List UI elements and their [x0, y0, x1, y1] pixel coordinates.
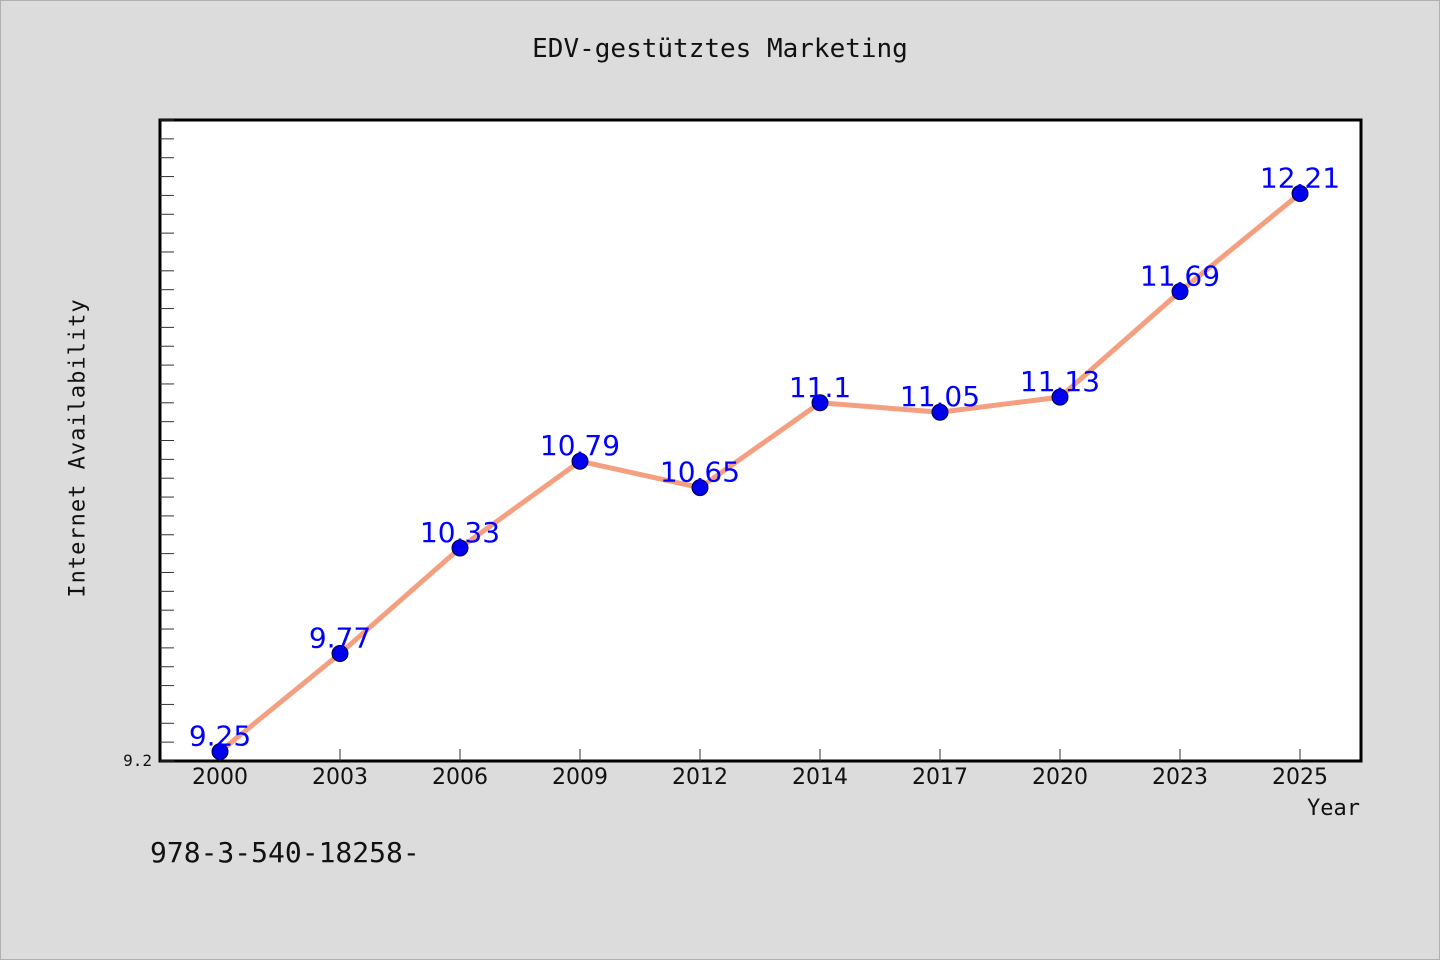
data-point: [1291, 185, 1309, 203]
data-label: 9.25: [189, 720, 251, 753]
data-label: 11.1: [789, 371, 851, 404]
data-label: 10.33: [420, 516, 500, 549]
data-label: 12.21: [1260, 162, 1340, 195]
footer-isbn-text: 978-3-540-18258-: [150, 836, 420, 869]
chart-title: EDV-gestütztes Marketing: [532, 34, 908, 64]
x-tick-label: 2025: [1272, 765, 1328, 790]
x-tick-label: 2023: [1152, 765, 1208, 790]
x-tick-label: 2000: [192, 765, 248, 790]
x-tick-label: 2009: [552, 765, 608, 790]
data-label: 11.13: [1020, 365, 1100, 398]
data-point: [811, 394, 829, 412]
x-axis-ticks: 2000 2003 2006 2009 2012 2014 2017 2020 2023 2025: [192, 749, 1328, 790]
data-point: [691, 479, 709, 497]
data-label: 10.79: [540, 429, 620, 462]
x-axis-label: Year: [1307, 796, 1360, 821]
data-point: [1051, 388, 1069, 406]
series-markers: [211, 185, 1309, 761]
x-tick-label: 2014: [792, 765, 848, 790]
x-tick-label: 2012: [672, 765, 728, 790]
data-label: 9.77: [309, 622, 371, 655]
x-tick-label: 2020: [1032, 765, 1088, 790]
data-label: 10.65: [660, 456, 740, 489]
data-labels: 9.25 9.77 10.33 10.79 10.65 11.1 11.05 11.13 11.…: [189, 162, 1340, 753]
x-tick-label: 2006: [432, 765, 488, 790]
series-line: [217, 191, 1303, 755]
data-point: [451, 539, 469, 557]
data-point: [571, 452, 589, 470]
data-point: [931, 403, 949, 421]
series-lines: [217, 191, 1303, 755]
y-axis-ticks: 9.2: [123, 119, 174, 770]
x-tick-label: 2003: [312, 765, 368, 790]
data-point: [211, 743, 229, 761]
plot-area: [158, 118, 1363, 763]
x-tick-label: 2017: [912, 765, 968, 790]
data-point: [331, 645, 349, 663]
y-tick-label: 9.2: [123, 751, 152, 770]
data-point: [1171, 283, 1189, 301]
data-label: 11.05: [900, 380, 980, 413]
data-label: 11.69: [1140, 260, 1220, 293]
